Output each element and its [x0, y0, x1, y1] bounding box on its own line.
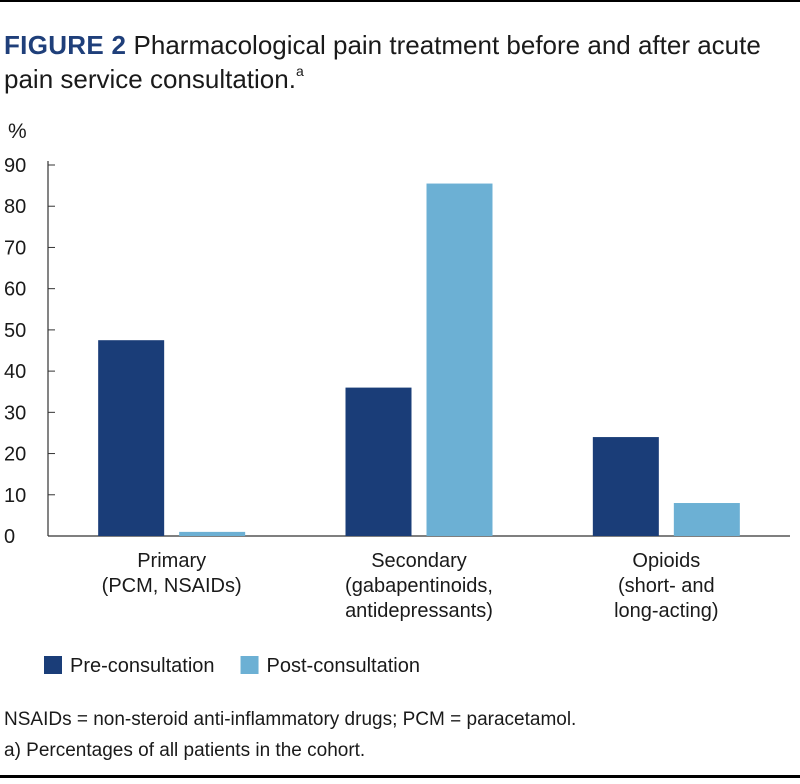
footnotes: NSAIDs = non-steroid anti-inflammatory d… — [4, 704, 794, 766]
x-tick-label: Primary — [137, 550, 206, 572]
figure-title-superscript: a — [295, 63, 304, 79]
legend-swatch-0 — [44, 656, 62, 674]
legend-swatch-1 — [240, 656, 259, 674]
x-tick-label: long-acting) — [614, 600, 719, 622]
bar-post-consultation-1 — [426, 183, 493, 537]
x-tick-label: Opioids — [632, 550, 700, 572]
legend-label-0: Pre-consultation — [70, 655, 215, 677]
y-tick-label: 20 — [4, 444, 26, 466]
x-tick-label: (gabapentinoids, — [345, 575, 493, 597]
bar-post-consultation-2 — [673, 503, 740, 536]
figure-label: FIGURE 2 — [4, 30, 127, 60]
y-tick-label: 80 — [4, 196, 26, 218]
x-tick-label: antidepressants) — [345, 600, 493, 622]
figure-title-text: Pharmacological pain treatment before an… — [4, 30, 761, 94]
y-tick-label: 0 — [4, 526, 15, 548]
x-tick-label: (short- and — [618, 575, 715, 597]
y-tick-label: 60 — [4, 279, 26, 301]
y-axis-label: % — [8, 120, 27, 143]
bar-pre-consultation-2 — [592, 437, 659, 536]
x-tick-label: (PCM, NSAIDs) — [102, 575, 242, 597]
y-tick-label: 10 — [4, 485, 26, 507]
y-tick-label: 50 — [4, 320, 26, 342]
legend-label-1: Post-consultation — [267, 655, 420, 677]
bar-post-consultation-0 — [179, 531, 246, 536]
footnote-abbreviations: NSAIDs = non-steroid anti-inflammatory d… — [4, 709, 577, 730]
bottom-rule — [0, 775, 800, 778]
y-tick-label: 30 — [4, 402, 26, 424]
y-tick-label: 40 — [4, 361, 26, 383]
top-rule — [0, 0, 800, 2]
y-tick-label: 90 — [4, 155, 26, 177]
x-tick-label: Secondary — [371, 550, 467, 572]
footnote-a: a) Percentages of all patients in the co… — [4, 740, 366, 761]
figure-title: FIGURE 2 Pharmacological pain treatment … — [4, 28, 784, 96]
bar-chart: % 0 10 20 30 40 50 60 70 80 90 Primary (PCM, NSAIDs)… — [4, 120, 790, 677]
y-tick-label: 70 — [4, 237, 26, 259]
bar-pre-consultation-0 — [98, 340, 165, 536]
bar-pre-consultation-1 — [345, 387, 412, 536]
